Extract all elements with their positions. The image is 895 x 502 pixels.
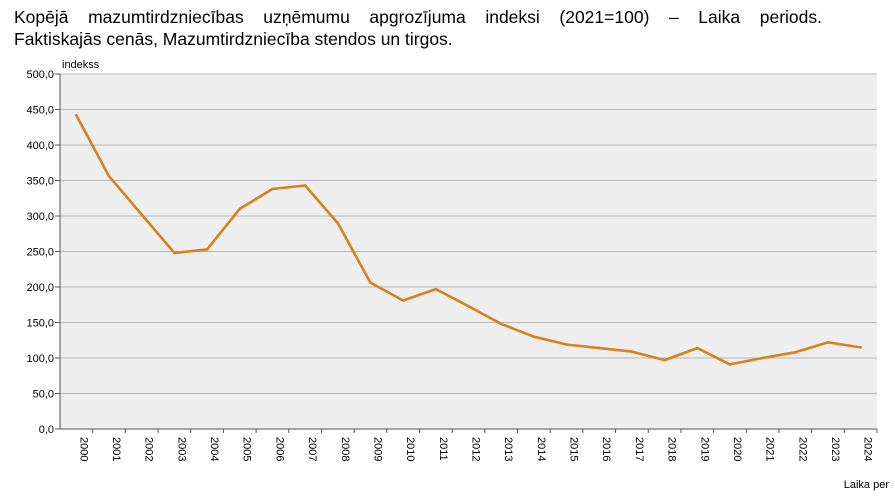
data-point[interactable] [663, 358, 666, 362]
x-tick-label: 2019 [698, 437, 710, 461]
data-point[interactable] [401, 299, 405, 302]
data-point[interactable] [794, 351, 797, 354]
y-tick-label: 100,0 [26, 353, 54, 365]
y-axis-label: indekss [62, 59, 100, 71]
x-tick-label: 2006 [273, 437, 285, 461]
x-tick-label: 2000 [77, 437, 89, 461]
data-point[interactable] [761, 356, 764, 360]
data-point[interactable] [271, 187, 274, 191]
data-point[interactable] [728, 363, 732, 366]
x-tick-label: 2007 [306, 437, 318, 461]
y-tick-label: 400,0 [26, 140, 54, 152]
y-tick-label: 0,0 [39, 424, 54, 436]
data-point[interactable] [75, 113, 78, 117]
y-tick-label: 300,0 [26, 211, 54, 223]
x-axis: 2000 2001 2002 2003 2004 2005 2006 2007 2008 2009… [77, 429, 878, 461]
x-tick-label: 2024 [862, 437, 874, 461]
chart-title: Kopējā mazumtirdzniecības uzņēmumu apgro… [14, 6, 884, 50]
x-tick-label: 2012 [470, 437, 482, 461]
x-tick-label: 2002 [143, 437, 155, 461]
x-tick-label: 2022 [796, 437, 808, 461]
data-point[interactable] [597, 346, 601, 350]
data-point[interactable] [205, 248, 209, 251]
x-tick-label: 2009 [371, 437, 383, 461]
x-tick-label: 2016 [600, 437, 612, 461]
data-point[interactable] [467, 304, 470, 308]
x-tick-label: 2015 [568, 437, 580, 461]
x-tick-label: 2023 [829, 437, 841, 461]
y-tick-label: 150,0 [26, 318, 54, 330]
y-tick-label: 200,0 [26, 282, 54, 294]
data-point[interactable] [369, 281, 372, 285]
x-tick-label: 2001 [110, 437, 122, 461]
y-axis: 0,0 50,0 100,0 150,0 200,0 250,0 300,0 350,0 400… [26, 69, 60, 436]
x-tick-label: 2017 [633, 437, 645, 461]
x-tick-label: 2003 [175, 437, 187, 461]
y-tick-label: 500,0 [26, 69, 54, 81]
data-point[interactable] [630, 350, 634, 353]
data-point[interactable] [859, 346, 862, 349]
chart-title-line-2: Faktiskajās cenās, Mazumtirdzniecība ste… [14, 29, 453, 49]
x-tick-label: 2008 [339, 437, 351, 461]
y-tick-label: 350,0 [26, 176, 54, 188]
data-point[interactable] [499, 322, 503, 326]
y-tick-label: 50,0 [33, 389, 54, 401]
chart-title-line-1: Kopējā mazumtirdzniecības uzņēmumu apgro… [14, 7, 822, 27]
x-axis-label: Laika per [844, 479, 890, 491]
x-tick-label: 2014 [535, 437, 547, 461]
x-tick-label: 2018 [666, 437, 678, 461]
x-tick-label: 2005 [241, 437, 253, 461]
data-point[interactable] [238, 207, 242, 211]
data-point[interactable] [826, 341, 830, 344]
data-point[interactable] [434, 287, 438, 291]
x-tick-label: 2004 [208, 437, 220, 461]
data-point[interactable] [532, 335, 536, 339]
series-layer [75, 113, 862, 366]
gridlines [59, 73, 877, 430]
y-tick-label: 250,0 [26, 247, 54, 259]
data-point[interactable] [173, 251, 176, 255]
x-tick-label: 2010 [404, 437, 416, 461]
x-tick-label: 2011 [437, 437, 449, 461]
data-point[interactable] [303, 184, 307, 187]
x-tick-label: 2013 [502, 437, 514, 461]
data-point[interactable] [140, 213, 143, 216]
data-point[interactable] [695, 346, 699, 350]
data-point[interactable] [565, 343, 568, 346]
x-tick-label: 2021 [764, 437, 776, 461]
x-tick-label: 2020 [731, 437, 743, 461]
data-point[interactable] [107, 174, 111, 178]
data-point[interactable] [336, 221, 340, 225]
y-tick-label: 450,0 [26, 105, 54, 117]
